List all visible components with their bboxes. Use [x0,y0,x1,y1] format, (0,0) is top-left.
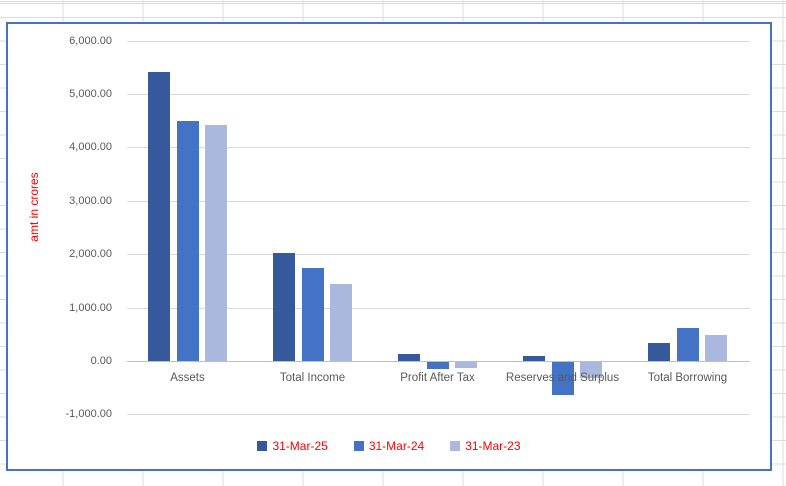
legend-item-31-Mar-24[interactable]: 31-Mar-24 [353,439,425,453]
gridline [127,254,750,256]
y-axis-tick-label: 6,000.00 [69,34,112,47]
y-axis-tick-label: 4,000.00 [69,141,112,154]
legend-swatch-icon [353,441,364,451]
legend-item-31-Mar-23[interactable]: 31-Mar-23 [450,439,521,453]
x-category-label: Total Borrowing [647,372,728,384]
x-category-label: Profit After Tax [400,372,475,384]
x-category-label: Assets [170,372,205,384]
x-category-label: Total Income [279,372,346,384]
bar-31-Mar-25-profit-after-tax[interactable] [398,353,420,361]
gridline [127,307,750,309]
gridline [127,40,750,42]
y-axis-tick-label: 5,000.00 [69,88,112,100]
bar-31-Mar-23-profit-after-tax[interactable] [455,362,477,368]
bar-31-Mar-24-total-borrowing[interactable] [676,328,699,361]
bar-31-Mar-25-total-borrowing[interactable] [648,343,670,361]
gridline [127,414,750,416]
legend-label: 31-Mar-23 [465,439,521,453]
gridline [127,147,750,149]
legend-swatch-icon [257,441,268,451]
gridline [127,200,750,202]
legend: 31-Mar-25 31-Mar-24 31-Mar-23 [8,439,770,453]
legend-label: 31-Mar-25 [272,439,328,453]
bar-31-Mar-24-total-income[interactable] [301,267,324,361]
legend-label: 31-Mar-24 [368,439,425,453]
bar-31-Mar-23-total-borrowing[interactable] [705,334,727,361]
chart-canvas[interactable]: amt in crores 6,000.00 5,000.00 4,000.00 3,… [6,22,772,471]
legend-item-31-Mar-25[interactable]: 31-Mar-25 [257,439,328,453]
bar-31-Mar-24-profit-after-tax[interactable] [426,362,449,369]
bar-31-Mar-24-reserves-and-surplus[interactable] [551,362,574,396]
bar-31-Mar-23-assets[interactable] [205,124,227,361]
y-axis-tick-label: 2,000.00 [69,248,112,261]
bar-31-Mar-25-assets[interactable] [148,71,170,361]
x-axis-line [127,361,750,362]
y-axis-tick-label: -1,000.00 [65,408,112,421]
y-axis-tick-label: 1,000.00 [69,301,112,314]
spreadsheet-row-line [0,3,786,4]
bar-31-Mar-23-reserves-and-surplus[interactable] [580,362,602,378]
bar-31-Mar-24-assets[interactable] [176,120,199,361]
gridline [127,94,750,95]
y-axis-title: amt in crores [27,172,41,242]
y-axis-tick-label: 0.00 [90,355,112,367]
bar-31-Mar-25-reserves-and-surplus[interactable] [523,356,545,361]
bar-31-Mar-23-total-income[interactable] [330,283,352,361]
bar-31-Mar-25-total-income[interactable] [273,253,295,361]
legend-swatch-icon [450,441,461,451]
y-axis-tick-label: 3,000.00 [69,194,112,207]
x-category-label: Reserves and Surplus [505,372,620,384]
